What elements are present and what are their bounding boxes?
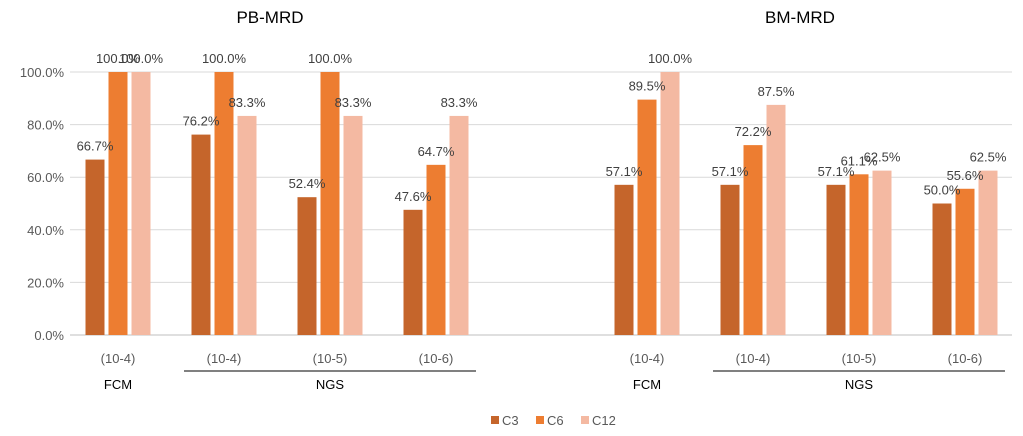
bar-c6 (743, 145, 763, 335)
data-label: 57.1% (712, 164, 749, 179)
bar-c12 (237, 115, 257, 336)
bar-c6 (108, 72, 128, 335)
data-label: 100.0% (96, 51, 141, 66)
category-label: (10-6) (948, 351, 983, 366)
bar-c6 (214, 72, 234, 335)
legend-label-c6[interactable]: C6 (547, 413, 564, 428)
data-label: 62.5% (970, 150, 1007, 165)
data-label: 83.3% (335, 95, 372, 110)
group-label: FCM (633, 377, 661, 392)
category-label: (10-4) (101, 351, 136, 366)
y-tick-label: 100.0% (20, 65, 65, 80)
group-label: NGS (316, 377, 345, 392)
bar-c3 (826, 184, 846, 335)
bars (85, 72, 998, 336)
legend-swatch-c12 (581, 416, 589, 424)
data-label: 47.6% (395, 189, 432, 204)
gridlines (70, 71, 1012, 336)
data-label: 62.5% (864, 150, 901, 165)
y-tick-label: 80.0% (27, 118, 64, 133)
bar-c12 (978, 170, 998, 335)
data-label: 87.5% (758, 84, 795, 99)
data-label: 83.3% (441, 95, 478, 110)
bar-c3 (85, 159, 105, 335)
legend[interactable]: C3 C6 C12 (491, 413, 616, 428)
data-label: 89.5% (629, 79, 666, 94)
data-label: 76.2% (183, 114, 220, 129)
y-tick-label: 20.0% (27, 275, 64, 290)
category-label: (10-5) (842, 351, 877, 366)
panel-titles: PB-MRD BM-MRD (236, 8, 834, 27)
bar-c6 (955, 188, 975, 335)
category-label: (10-6) (419, 351, 454, 366)
bar-c3 (720, 184, 740, 335)
category-axis: (10-4) (10-4) (10-5) (10-6) FCM NGS (10-4) (10-… (101, 351, 1005, 392)
data-label: 100.0% (119, 51, 164, 66)
bar-c12 (766, 104, 786, 335)
bar-c12 (131, 72, 151, 335)
panel-title: BM-MRD (765, 8, 835, 27)
bar-c3 (297, 197, 317, 335)
data-label: 50.0% (924, 183, 961, 198)
bar-c12 (449, 115, 469, 336)
y-tick-label: 40.0% (27, 223, 64, 238)
data-label: 100.0% (202, 51, 247, 66)
bar-c12 (660, 72, 680, 335)
legend-label-c3[interactable]: C3 (502, 413, 519, 428)
data-label: 55.6% (947, 168, 984, 183)
legend-swatch-c6 (536, 416, 544, 424)
category-label: (10-4) (630, 351, 665, 366)
panel-title: PB-MRD (236, 8, 303, 27)
y-tick-label: 60.0% (27, 170, 64, 185)
legend-swatch-c3 (491, 416, 499, 424)
legend-label-c12[interactable]: C12 (592, 413, 616, 428)
bar-c12 (872, 170, 892, 335)
bar-c6 (320, 72, 340, 335)
group-label: FCM (104, 377, 132, 392)
data-label: 57.1% (818, 164, 855, 179)
data-label: 66.7% (77, 139, 114, 154)
data-label: 100.0% (308, 51, 353, 66)
category-label: (10-5) (313, 351, 348, 366)
data-label: 57.1% (606, 164, 643, 179)
bar-c3 (932, 203, 952, 335)
bar-c3 (191, 134, 211, 335)
data-label: 64.7% (418, 144, 455, 159)
y-axis: 0.0% 20.0% 40.0% 60.0% 80.0% 100.0% (20, 65, 65, 343)
data-label: 83.3% (229, 95, 266, 110)
data-label: 100.0% (648, 51, 693, 66)
data-label: 72.2% (735, 124, 772, 139)
bar-c6 (849, 174, 869, 335)
bar-c6 (637, 99, 657, 336)
data-labels: 66.7%100.0%100.0%76.2%100.0%83.3%52.4%10… (77, 51, 1007, 204)
group-label: NGS (845, 377, 874, 392)
data-label: 61.1% (841, 153, 878, 168)
bar-c3 (403, 209, 423, 335)
y-tick-label: 0.0% (34, 328, 64, 343)
bar-c6 (426, 164, 446, 335)
bar-c12 (343, 115, 363, 336)
data-label: 52.4% (289, 176, 326, 191)
category-label: (10-4) (207, 351, 242, 366)
category-label: (10-4) (736, 351, 771, 366)
bar-c3 (614, 184, 634, 335)
